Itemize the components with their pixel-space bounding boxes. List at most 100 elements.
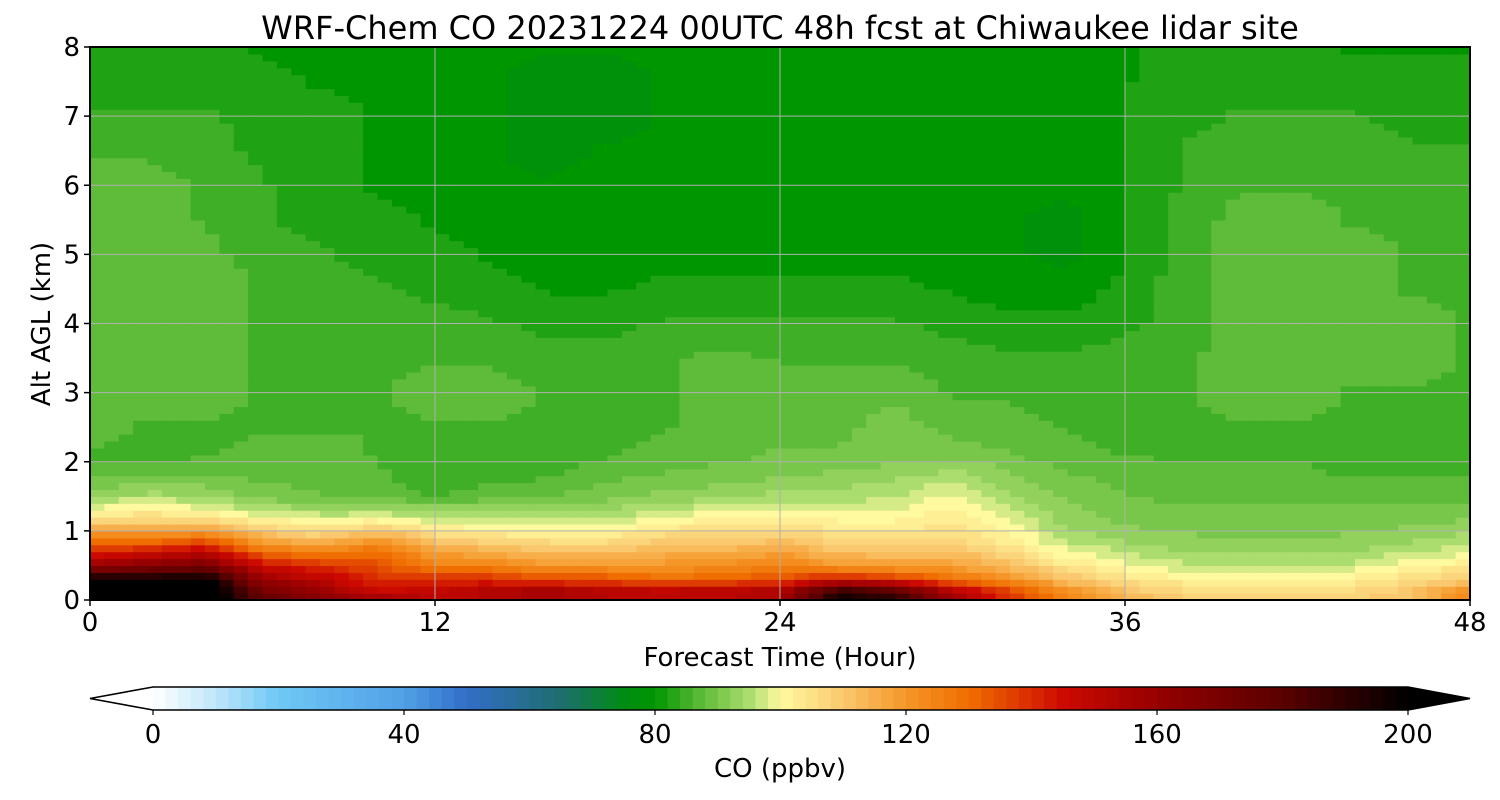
heatmap-cell [248,136,264,145]
heatmap-cell [420,323,436,332]
heatmap-cell [262,482,278,490]
heatmap-cell [176,192,192,200]
heatmap-cell [377,123,393,131]
heatmap-cell [535,593,551,600]
heatmap-cell [147,261,163,269]
heatmap-cell [420,579,436,587]
heatmap-cell [722,295,738,304]
heatmap-cell [880,240,896,249]
heatmap-cell [406,565,422,573]
heatmap-cell [794,129,810,138]
heatmap-cell [377,406,393,414]
heatmap-cell [808,551,824,560]
heatmap-cell [621,288,637,297]
heatmap-cell [262,150,278,159]
heatmap-cell [118,371,134,380]
heatmap-cell [837,136,853,145]
heatmap-cell [219,88,235,96]
heatmap-cell [593,123,609,131]
heatmap-cell [593,316,609,325]
heatmap-cell [176,275,192,283]
heatmap-cell [550,523,565,532]
heatmap-cell [320,157,335,166]
heatmap-cell [780,475,795,484]
heatmap-cell [492,351,508,359]
heatmap-cell [823,420,839,428]
heatmap-cell [248,226,264,235]
heatmap-cell [794,123,810,131]
heatmap-cell [895,385,910,394]
heatmap-cell [248,67,264,76]
heatmap-cell [492,254,508,262]
heatmap-cell [147,295,163,304]
heatmap-cell [665,129,680,138]
heatmap-cell [478,233,494,242]
heatmap-cell [621,95,637,103]
heatmap-cell [420,572,436,580]
heatmap-cell [823,385,839,394]
heatmap-cell [535,558,551,567]
heatmap-cell [938,171,954,179]
heatmap-cell [765,247,781,255]
heatmap-cell [909,565,925,573]
heatmap-cell [420,143,436,152]
heatmap-cell [377,60,393,69]
heatmap-cell [823,199,839,207]
heatmap-cell [449,199,465,207]
heatmap-cell [751,247,767,255]
heatmap-cell [780,199,795,207]
heatmap-cell [205,358,220,366]
heatmap-cell [535,378,551,387]
heatmap-cell [708,420,724,428]
heatmap-cell [492,240,508,249]
heatmap-cell [851,406,867,414]
heatmap-cell [190,116,206,124]
heatmap-cell [794,171,810,179]
heatmap-cell [161,282,177,290]
heatmap-cell [851,399,867,408]
heatmap-cell [363,247,379,255]
heatmap-cell [578,309,594,318]
heatmap-cell [147,392,163,401]
heatmap-cell [276,537,292,546]
heatmap-cell [823,337,839,345]
heatmap-cell [406,454,422,463]
heatmap-cell [276,74,292,83]
heatmap-cell [291,358,307,366]
heatmap-cell [952,558,968,567]
heatmap-cell [276,586,292,594]
heatmap-cell [736,60,752,69]
heatmap-cell [291,233,307,242]
heatmap-cell [363,88,379,96]
heatmap-cell [808,351,824,359]
heatmap-cell [176,489,192,497]
heatmap-cell [578,254,594,262]
heatmap-cell [837,544,853,553]
heatmap-cell [880,219,896,228]
heatmap-cell [391,268,407,276]
heatmap-cell [650,344,666,352]
heatmap-cell [708,81,724,90]
heatmap-cell [679,268,695,276]
heatmap-cell [233,219,249,228]
heatmap-cell [305,219,321,228]
heatmap-cell [751,351,767,359]
heatmap-cell [348,47,364,55]
heatmap-cell [722,268,738,276]
heatmap-cell [190,268,206,276]
heatmap-cell [564,199,580,207]
heatmap-cell [966,109,982,117]
heatmap-cell [693,406,709,414]
heatmap-cell [780,157,795,166]
heatmap-cell [650,378,666,387]
heatmap-cell [578,219,594,228]
heatmap-cell [219,157,235,166]
heatmap-cell [391,185,407,193]
heatmap-cell [607,60,623,69]
heatmap-cell [564,129,580,138]
heatmap-cell [90,579,105,587]
heatmap-cell [564,544,580,553]
heatmap-cell [923,109,939,117]
heatmap-cell [578,420,594,428]
heatmap-cell [147,60,163,69]
